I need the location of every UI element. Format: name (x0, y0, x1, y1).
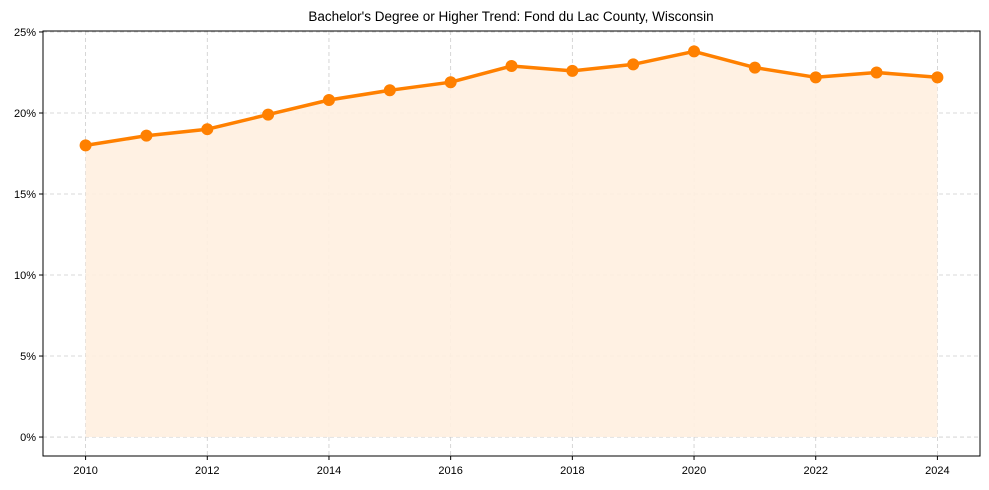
data-point (931, 71, 944, 84)
x-tick-label: 2016 (438, 465, 462, 477)
data-point (688, 45, 701, 58)
y-tick-label: 20% (14, 108, 36, 120)
x-tick-label: 2012 (195, 465, 219, 477)
data-points (79, 45, 944, 152)
y-tick-label: 10% (14, 270, 36, 282)
data-point (505, 59, 518, 72)
data-point (383, 84, 396, 97)
x-tick-label: 2014 (317, 465, 341, 477)
x-tick-label: 2024 (925, 465, 949, 477)
x-tick-label: 2018 (560, 465, 584, 477)
x-tick-label: 2022 (803, 465, 827, 477)
data-point (201, 123, 214, 136)
x-tick-label: 2020 (682, 465, 706, 477)
data-point (262, 108, 275, 121)
data-point (140, 129, 153, 142)
chart-title: Bachelor's Degree or Higher Trend: Fond … (308, 9, 713, 24)
area-fill (85, 51, 938, 438)
data-point (627, 58, 640, 71)
y-tick-label: 25% (14, 27, 36, 39)
data-point (748, 61, 761, 74)
data-point (322, 94, 335, 107)
axis-ticks: 2010 2012 2014 2016 2018 2020 2022 2024 0% 5% 10% 1… (14, 27, 950, 477)
y-tick-label: 0% (20, 432, 36, 444)
plot-frame (42, 30, 981, 457)
data-point (566, 64, 579, 77)
y-tick-label: 5% (20, 351, 36, 363)
x-tick-label: 2010 (73, 465, 97, 477)
data-point (79, 139, 92, 152)
data-point (444, 76, 457, 89)
y-tick-label: 15% (14, 189, 36, 201)
data-point (870, 66, 883, 79)
data-point (809, 71, 822, 84)
